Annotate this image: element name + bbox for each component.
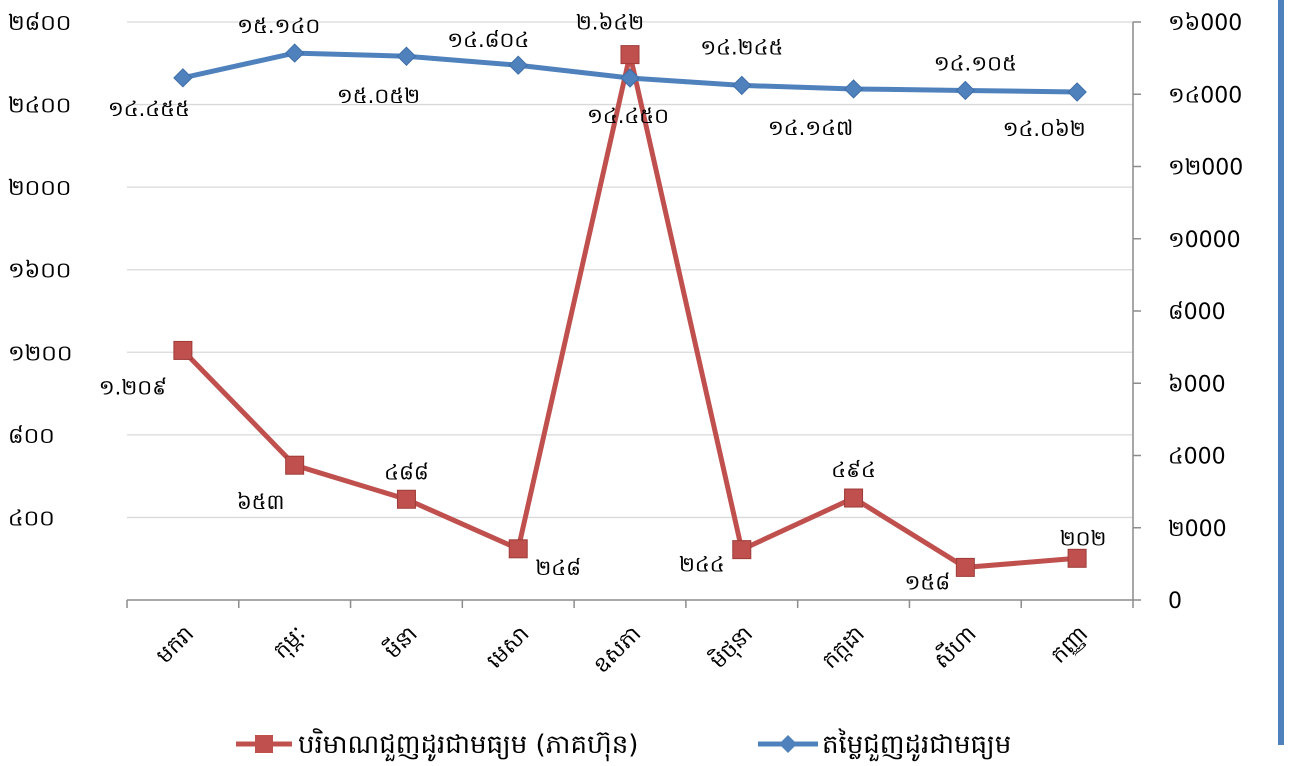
data-point-square bbox=[844, 488, 864, 508]
right-y-tick-label: ១0000 bbox=[1168, 228, 1241, 253]
data-label: ១៤.៨០៤ bbox=[447, 28, 529, 52]
data-point-diamond bbox=[955, 80, 976, 101]
data-point-square bbox=[396, 489, 416, 509]
right-y-tick-label: ៦000 bbox=[1168, 372, 1226, 397]
right-y-tick-label: ៨000 bbox=[1168, 300, 1226, 325]
data-point-diamond bbox=[843, 79, 864, 99]
legend-marker-square bbox=[255, 735, 273, 753]
data-label: ១៤.០៦២ bbox=[1003, 117, 1086, 141]
data-label: ៤៨៨ bbox=[384, 460, 429, 484]
data-point-diamond bbox=[620, 68, 640, 88]
left-y-tick-label: ២៤០០ bbox=[8, 94, 71, 119]
data-point-square bbox=[285, 455, 305, 475]
data-label: ២០២ bbox=[1060, 526, 1107, 550]
x-category-label: កញ្ញា bbox=[1046, 622, 1093, 669]
data-label: ១៤.៤៥០ bbox=[587, 104, 669, 128]
x-category-label: ឧសភា bbox=[589, 622, 646, 679]
x-category-label: កក្កដា bbox=[818, 622, 870, 674]
data-point-diamond bbox=[284, 43, 305, 63]
data-label: ៤៩៤ bbox=[831, 458, 876, 482]
x-category-label: មករា bbox=[152, 622, 199, 669]
left-y-tick-label: ១៦០០ bbox=[8, 259, 71, 284]
data-point-square bbox=[508, 539, 528, 559]
left-y-tick-label: ៤០០ bbox=[8, 506, 55, 531]
x-category-label: មីនា bbox=[379, 620, 423, 664]
legend-label: បរិមាណជួញដូរជាមធ្យម (ភាគហ៊ុន) bbox=[298, 728, 638, 762]
legend-label: តម្លៃជួញដូរជាមធ្យម bbox=[822, 728, 1011, 762]
x-category-label: មិថុនា bbox=[704, 620, 758, 674]
data-label: ១៤.២៤៥ bbox=[700, 35, 783, 59]
right-y-tick-label: 0 bbox=[1168, 589, 1182, 614]
right-y-tick-label: ១៤000 bbox=[1168, 83, 1242, 108]
left-y-tick-label: ២០០០ bbox=[8, 176, 71, 201]
right-y-tick-label: ១២000 bbox=[1168, 156, 1243, 181]
data-label: ១.២០៩ bbox=[99, 375, 167, 399]
data-label: ១៥.០៥២ bbox=[337, 84, 420, 108]
data-label: ១៥.១៤០ bbox=[237, 14, 320, 38]
data-point-diamond bbox=[396, 46, 417, 66]
right-y-tick-label: ១៦000 bbox=[1168, 11, 1242, 36]
data-point-diamond bbox=[1067, 82, 1087, 102]
data-label: ៦៥៣ bbox=[237, 490, 285, 514]
legend-marker-diamond bbox=[779, 735, 797, 753]
data-point-diamond bbox=[173, 68, 193, 88]
left-y-tick-label: ២៨០០ bbox=[8, 11, 71, 36]
x-category-label: សីហា bbox=[928, 620, 982, 674]
data-point-square bbox=[1067, 548, 1087, 568]
data-label: ២.៦៤២ bbox=[576, 11, 644, 35]
left-y-tick-label: ៨០០ bbox=[8, 424, 55, 449]
x-category-label: កុម្ភៈ bbox=[269, 622, 312, 665]
page-edge-rule bbox=[1278, 0, 1284, 745]
data-point-diamond bbox=[508, 55, 528, 75]
x-category-label: មេសា bbox=[482, 622, 534, 674]
data-label: ១៤.៤៥៥ bbox=[108, 97, 190, 121]
series-line bbox=[181, 52, 1078, 570]
left-y-tick-label: ១២០០ bbox=[8, 341, 72, 366]
data-label: ២៤៤ bbox=[679, 553, 725, 577]
data-label: ១៤.១៤៧ bbox=[768, 116, 853, 140]
data-label: ២៤៨ bbox=[535, 556, 581, 580]
data-point-diamond bbox=[732, 75, 752, 96]
data-point-square bbox=[620, 45, 640, 65]
data-point-square bbox=[955, 557, 975, 577]
data-label: ១៥៨ bbox=[905, 570, 951, 594]
data-point-square bbox=[732, 540, 752, 560]
right-y-tick-label: ២000 bbox=[1168, 517, 1227, 542]
data-point-square bbox=[173, 340, 193, 360]
data-label: ១៤.១០៥ bbox=[934, 51, 1017, 75]
right-y-tick-label: ៤000 bbox=[1168, 445, 1226, 470]
